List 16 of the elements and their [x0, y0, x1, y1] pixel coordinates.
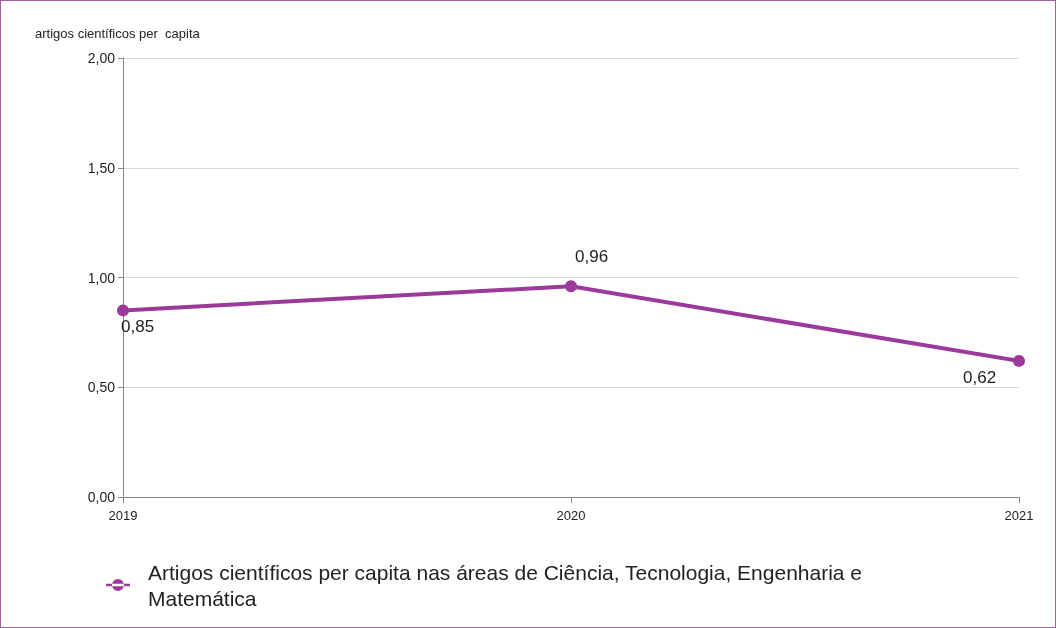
y-tick-label: 1,00: [87, 269, 116, 286]
y-axis-title: artigos científicos per capita: [35, 26, 201, 41]
point: [1013, 354, 1025, 367]
legend-label: Artigos científicos per capita nas áreas de Ciência, Tecnologia, Engenharia e Matemática: [148, 560, 868, 610]
x-tick-label: 2020: [556, 508, 586, 523]
data-label: 0,96: [575, 247, 609, 267]
y-tick-label: 0,50: [87, 379, 116, 396]
point: [117, 304, 129, 317]
y-tick-label: 1,50: [87, 159, 116, 176]
y-tick-label: 0,00: [87, 489, 116, 505]
y-tick-label: 2,00: [87, 50, 116, 66]
data-label: 0,62: [963, 367, 997, 387]
point: [565, 280, 577, 293]
x-tick-label: 2019: [108, 508, 138, 523]
data-label: 0,85: [121, 317, 155, 337]
x-tick-label: 2021: [1004, 508, 1034, 523]
